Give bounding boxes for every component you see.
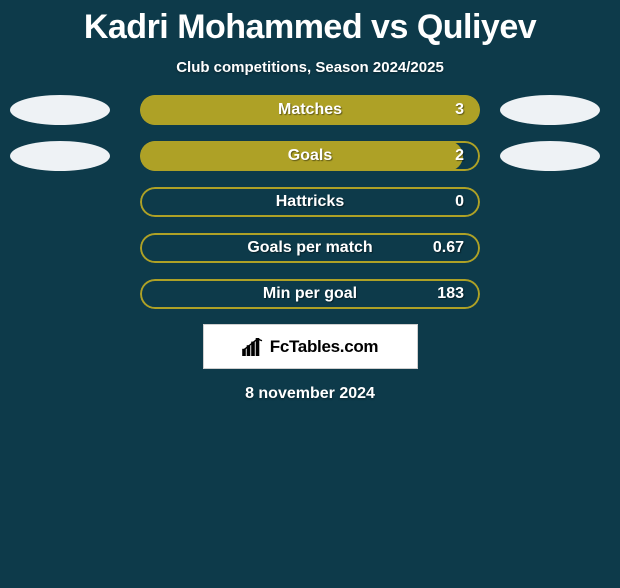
date-label: 8 november 2024 [0,385,620,403]
brand-bars-icon [242,338,264,356]
player-right-marker [500,141,600,171]
stat-row: Matches3 [0,94,620,126]
player-right-marker [500,95,600,125]
stat-bar: Matches3 [140,95,480,125]
stat-row: Hattricks0 [0,186,620,218]
stat-bar: Goals2 [140,141,480,171]
stat-value: 0 [455,193,464,211]
stat-bar: Goals per match0.67 [140,233,480,263]
stat-row: Goals per match0.67 [0,232,620,264]
stat-row: Min per goal183 [0,278,620,310]
stat-label: Goals [140,147,480,165]
stat-label: Hattricks [140,193,480,211]
stat-bar: Min per goal183 [140,279,480,309]
page-title: Kadri Mohammed vs Quliyev [0,8,620,47]
subtitle: Club competitions, Season 2024/2025 [0,59,620,76]
stat-rows-container: Matches3Goals2Hattricks0Goals per match0… [0,94,620,310]
stat-value: 183 [437,285,464,303]
stat-label: Min per goal [140,285,480,303]
stat-value: 0.67 [433,239,464,257]
brand-badge: FcTables.com [203,324,418,369]
stat-label: Matches [140,101,480,119]
stat-bar: Hattricks0 [140,187,480,217]
stat-value: 3 [455,101,464,119]
player-left-marker [10,141,110,171]
stat-label: Goals per match [140,239,480,257]
stat-row: Goals2 [0,140,620,172]
brand-text: FcTables.com [270,337,379,357]
stat-value: 2 [455,147,464,165]
player-left-marker [10,95,110,125]
